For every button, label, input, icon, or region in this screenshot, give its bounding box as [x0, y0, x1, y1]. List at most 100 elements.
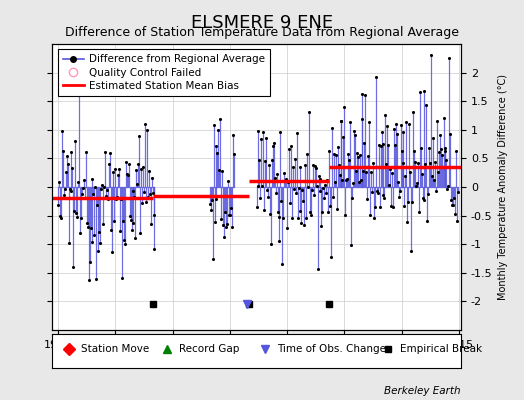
Point — [286, 200, 294, 206]
Point — [139, 164, 147, 170]
Text: Empirical Break: Empirical Break — [400, 344, 482, 354]
Point — [401, 173, 410, 179]
Point — [136, 230, 145, 236]
Point — [88, 176, 96, 182]
Point — [61, 186, 69, 192]
Point — [403, 219, 411, 226]
Point — [353, 150, 361, 156]
Point — [86, 225, 95, 231]
Point — [90, 232, 99, 238]
Point — [141, 121, 149, 127]
Point — [287, 142, 295, 149]
Point — [141, 199, 150, 206]
Point — [132, 167, 140, 174]
Point — [351, 132, 359, 138]
Point — [396, 188, 404, 194]
Point — [427, 52, 435, 59]
Point — [443, 186, 452, 193]
Point — [367, 169, 375, 175]
Point — [369, 160, 377, 167]
Point — [408, 199, 416, 206]
Point — [331, 179, 339, 185]
Point — [445, 55, 453, 61]
Point — [381, 112, 389, 118]
Point — [275, 238, 283, 244]
Point — [392, 131, 401, 137]
Point — [223, 221, 231, 228]
Point — [337, 118, 346, 124]
Point — [299, 198, 308, 204]
Point — [130, 194, 139, 200]
Point — [446, 131, 454, 137]
Point — [70, 208, 79, 214]
Point — [374, 190, 382, 196]
Point — [224, 178, 232, 184]
Point — [276, 129, 285, 135]
Point — [147, 221, 155, 227]
Point — [69, 264, 78, 270]
Point — [60, 192, 68, 198]
Point — [88, 239, 96, 245]
Point — [92, 276, 101, 283]
Point — [79, 185, 87, 191]
Point — [128, 220, 137, 226]
Point — [116, 228, 124, 234]
Point — [259, 129, 267, 136]
Point — [285, 146, 293, 152]
Point — [254, 128, 263, 134]
Point — [394, 179, 402, 185]
Point — [434, 148, 443, 155]
Point — [268, 157, 276, 163]
Point — [230, 151, 238, 157]
Point — [341, 212, 350, 218]
Point — [379, 192, 388, 198]
Point — [423, 218, 432, 224]
Point — [81, 195, 89, 202]
Point — [377, 129, 386, 135]
Point — [330, 151, 338, 157]
Point — [438, 152, 446, 158]
Point — [84, 276, 93, 283]
Point — [340, 104, 348, 110]
Point — [214, 126, 223, 133]
Point — [315, 176, 324, 182]
Point — [389, 204, 397, 210]
Point — [450, 195, 458, 201]
Point — [346, 118, 354, 125]
Point — [137, 166, 145, 172]
Point — [150, 212, 159, 218]
Point — [313, 266, 322, 272]
Point — [258, 183, 267, 189]
Point — [422, 101, 431, 108]
Point — [418, 170, 426, 177]
Point — [269, 140, 278, 146]
Point — [294, 185, 303, 191]
Point — [365, 119, 373, 126]
Point — [104, 196, 112, 202]
Y-axis label: Monthly Temperature Anomaly Difference (°C): Monthly Temperature Anomaly Difference (… — [498, 74, 508, 300]
Point — [134, 160, 143, 167]
Point — [323, 176, 331, 183]
Point — [355, 152, 364, 158]
Point — [143, 126, 151, 133]
Point — [226, 205, 235, 212]
Point — [125, 212, 134, 219]
Point — [57, 214, 65, 221]
Point — [129, 188, 138, 194]
Point — [333, 206, 341, 212]
Point — [387, 203, 395, 209]
Point — [397, 122, 405, 128]
Point — [413, 180, 421, 186]
Point — [78, 191, 86, 197]
Point — [59, 148, 67, 154]
Point — [208, 196, 216, 203]
Point — [307, 212, 315, 218]
Point — [74, 179, 82, 185]
Point — [272, 170, 281, 177]
Point — [253, 183, 261, 189]
Point — [317, 222, 325, 229]
Point — [402, 119, 410, 125]
Point — [383, 123, 391, 130]
Point — [388, 170, 396, 176]
Point — [211, 143, 220, 149]
